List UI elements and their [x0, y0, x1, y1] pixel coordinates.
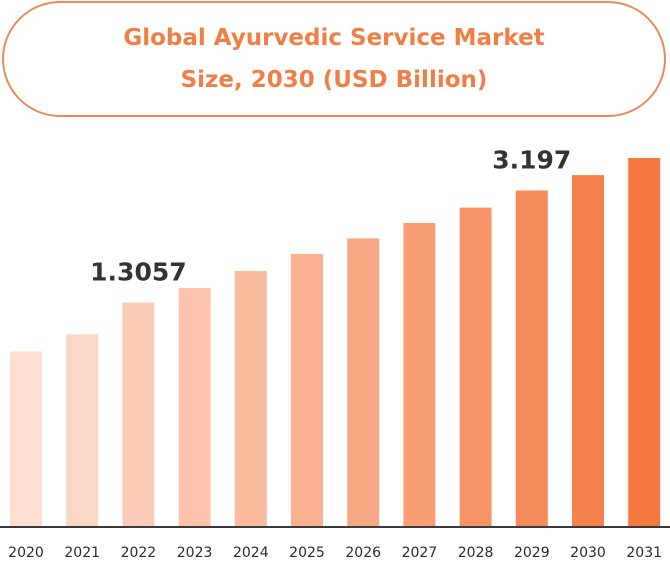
bar-2031 — [628, 158, 661, 526]
x-tick-labels: 2020 2021 2022 2023 2024 2025 2026 2027 2028 2029… — [8, 545, 662, 561]
x-tick-label-2027: 2027 — [402, 545, 438, 561]
bar-2029 — [515, 190, 548, 526]
x-tick-label-2031: 2031 — [626, 545, 662, 561]
x-tick-label-2022: 2022 — [121, 545, 157, 561]
data-label-2022: 1.3057 — [90, 258, 186, 287]
chart-title: Global Ayurvedic Service Market Size, 20… — [123, 25, 545, 93]
bars-group — [10, 158, 661, 526]
bar-2022 — [122, 302, 155, 526]
bar-2027 — [403, 223, 436, 526]
bar-2023 — [178, 288, 211, 526]
x-tick-label-2029: 2029 — [514, 545, 550, 561]
data-labels: 1.3057 3.197 — [90, 146, 571, 287]
bar-2025 — [291, 253, 323, 526]
bar-2028 — [459, 207, 492, 526]
bar-2024 — [234, 271, 267, 526]
x-tick-label-2023: 2023 — [177, 545, 213, 561]
x-tick-label-2021: 2021 — [64, 545, 100, 561]
x-tick-label-2025: 2025 — [289, 545, 325, 561]
bar-2030 — [572, 175, 604, 526]
data-label-2029: 3.197 — [492, 146, 571, 175]
x-tick-label-2026: 2026 — [345, 545, 381, 561]
x-tick-label-2028: 2028 — [458, 545, 494, 561]
x-tick-label-2024: 2024 — [233, 545, 269, 561]
chart-title-box: Global Ayurvedic Service Market Size, 20… — [2, 1, 666, 117]
x-tick-label-2030: 2030 — [570, 545, 606, 561]
bar-2020 — [10, 351, 42, 526]
bar-2021 — [66, 334, 99, 526]
x-tick-label-2020: 2020 — [8, 545, 44, 561]
bar-2026 — [347, 238, 380, 526]
